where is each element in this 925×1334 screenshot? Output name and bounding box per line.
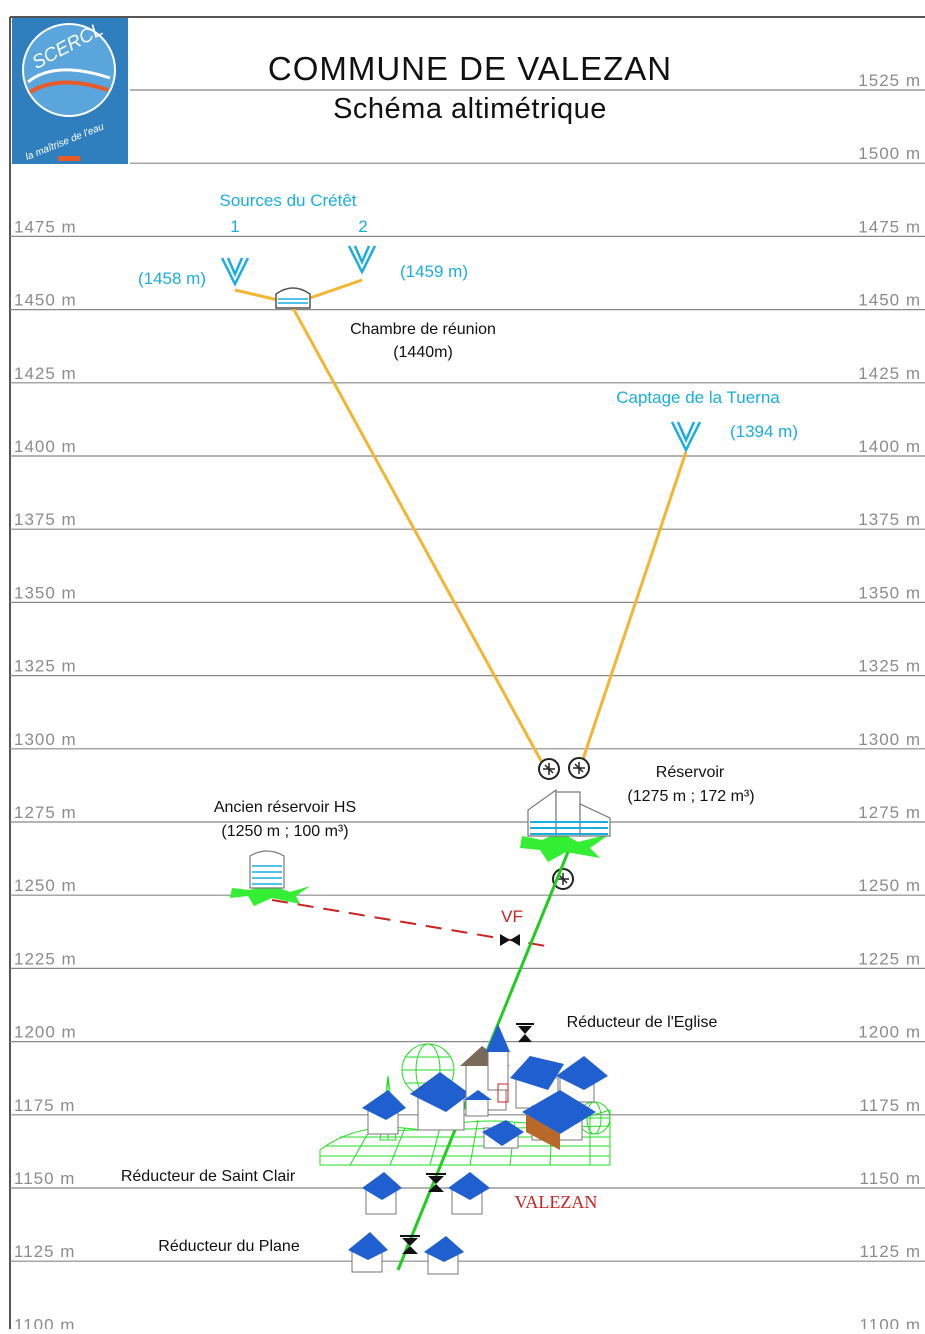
altitude-label-right-1250: 1250 m	[858, 876, 921, 895]
altitude-label-right-1425: 1425 m	[858, 364, 921, 383]
pipe-captage-reservoir	[578, 451, 688, 769]
logo-wave-white	[27, 68, 111, 84]
altitude-label-left-1425: 1425 m	[14, 364, 77, 383]
reducer-plane-label: Réducteur du Plane	[158, 1238, 300, 1255]
altitude-label-right-1275: 1275 m	[858, 803, 921, 822]
altitude-label-left-1400: 1400 m	[14, 437, 77, 456]
altitude-label-left-1275: 1275 m	[14, 803, 77, 822]
pipe-source2	[309, 278, 363, 300]
source-icons	[220, 245, 702, 453]
altitude-label-left-1125: 1125 m	[14, 1242, 75, 1261]
abandoned-pipe	[271, 899, 547, 947]
chambre-label: Chambre de réunion	[350, 321, 496, 338]
altitude-label-left-1175: 1175 m	[14, 1096, 75, 1115]
meter-icon-2	[568, 757, 590, 779]
altitude-label-right-1100: 1100 m	[860, 1315, 921, 1329]
altitude-label-right-1225: 1225 m	[858, 949, 921, 968]
page-subtitle: Schéma altimétrique	[333, 93, 607, 125]
gravity-pipes	[234, 278, 688, 769]
source1-altitude: (1458 m)	[138, 269, 206, 288]
valve-icon-vf	[500, 934, 520, 946]
reservoir-label: Réservoir	[656, 764, 725, 781]
ancien-reservoir-info: (1250 m ; 100 m³)	[221, 823, 348, 840]
source1-number: 1	[230, 217, 239, 236]
source2-altitude: (1459 m)	[400, 262, 468, 281]
village-houses	[362, 1024, 608, 1150]
altitude-label-right-1375: 1375 m	[858, 510, 921, 529]
spring-icon-2	[347, 245, 377, 275]
village-label: VALEZAN	[515, 1192, 598, 1212]
sources-label: Sources du Crétêt	[219, 191, 356, 210]
altitude-label-right-1200: 1200 m	[858, 1023, 921, 1042]
altitude-label-left-1225: 1225 m	[14, 949, 77, 968]
altitude-grid: 1525 m 1500 m 1475 m 1475 m 1450 m 1450 m 1425…	[10, 71, 925, 1334]
reservoir-info: (1275 m ; 172 m³)	[627, 788, 754, 805]
altitude-label-left-1150: 1150 m	[14, 1169, 75, 1188]
lower-houses	[348, 1172, 490, 1275]
altitude-label-right-1350: 1350 m	[858, 583, 921, 602]
altitude-label-left-1350: 1350 m	[14, 583, 77, 602]
pipe-chambre-reservoir	[291, 307, 547, 769]
ancien-reservoir-icon	[230, 850, 310, 906]
altitude-label-right-1475: 1475 m	[858, 217, 921, 236]
meter-icon-1	[538, 758, 560, 780]
chambre-altitude: (1440m)	[393, 344, 453, 361]
altitude-label-left-1200: 1200 m	[14, 1023, 77, 1042]
reducer-saint-clair-label: Réducteur de Saint Clair	[121, 1168, 296, 1185]
altitude-label-left-1300: 1300 m	[14, 730, 77, 749]
spring-icon-captage	[670, 421, 702, 453]
ancien-reservoir-label: Ancien réservoir HS	[214, 799, 356, 816]
altitude-label-left-1100: 1100 m	[14, 1315, 75, 1329]
altitude-label-right-1525: 1525 m	[858, 71, 921, 90]
reducer-icon-plane	[400, 1235, 420, 1254]
scercl-logo: SCERCL la maîtrise de l'eau	[12, 18, 128, 164]
altitude-label-right-1450: 1450 m	[858, 291, 921, 310]
reducer-eglise-label: Réducteur de l'Eglise	[567, 1014, 718, 1031]
altitude-label-left-1450: 1450 m	[14, 291, 77, 310]
captage-label: Captage de la Tuerna	[616, 388, 780, 407]
altitude-label-right-1125: 1125 m	[860, 1242, 921, 1261]
altitude-label-right-1175: 1175 m	[860, 1096, 921, 1115]
source2-number: 2	[358, 217, 367, 236]
altitude-label-left-1325: 1325 m	[14, 657, 77, 676]
chambre-reunion-icon	[275, 287, 311, 309]
pipe-source1	[234, 288, 279, 302]
altitude-label-left-1375: 1375 m	[14, 510, 77, 529]
logo-accent	[58, 156, 80, 161]
village-illustration	[319, 1024, 611, 1166]
altitude-label-right-1300: 1300 m	[858, 730, 921, 749]
vf-label: VF	[501, 907, 523, 926]
altitude-label-left-1475: 1475 m	[14, 217, 77, 236]
reducer-icon-saint-clair	[426, 1173, 446, 1192]
logo-wave-orange	[28, 80, 109, 94]
reducer-icon-eglise	[516, 1023, 534, 1042]
captage-altitude: (1394 m)	[730, 422, 798, 441]
reservoir-icon	[520, 788, 611, 862]
altitude-label-right-1150: 1150 m	[860, 1169, 921, 1188]
altitude-label-left-1250: 1250 m	[14, 876, 77, 895]
page-title: COMMUNE DE VALEZAN	[268, 50, 672, 87]
altitude-label-right-1500: 1500 m	[858, 144, 921, 163]
altitude-label-right-1400: 1400 m	[858, 437, 921, 456]
altitude-label-right-1325: 1325 m	[858, 657, 921, 676]
spring-icon-1	[220, 257, 250, 287]
